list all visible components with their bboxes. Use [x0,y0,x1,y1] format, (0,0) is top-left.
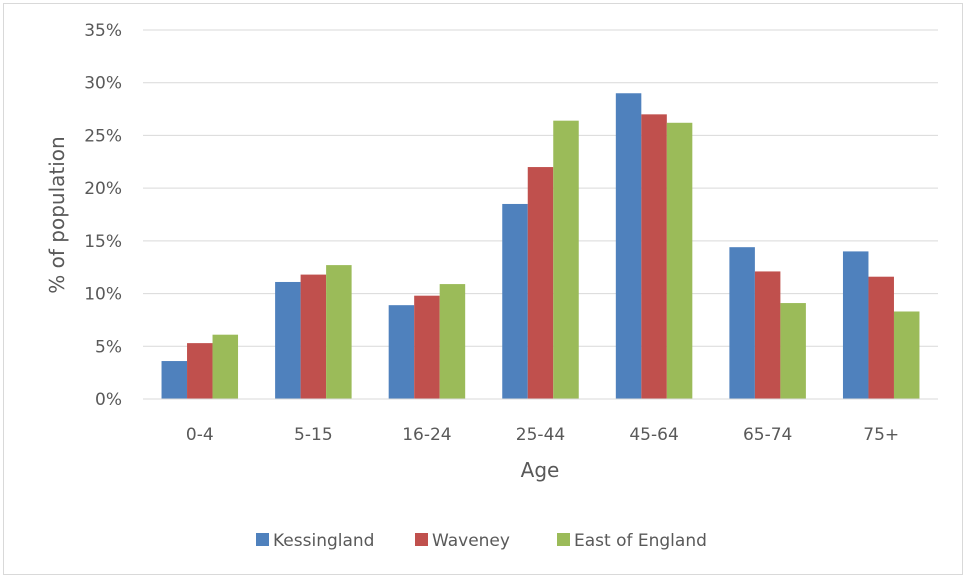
bar [729,247,755,399]
x-tick-label: 75+ [863,425,899,445]
bar [842,251,869,399]
legend-label: Kessingland [273,531,374,551]
bar [553,120,579,399]
y-tick-label: 25% [84,126,122,146]
x-tick-label: 16-24 [402,425,451,445]
bar [615,93,642,399]
legend-label: Waveney [432,531,510,551]
bar [893,311,920,399]
bar [666,122,693,399]
bar [754,271,781,399]
y-tick-label: 10% [84,285,122,305]
bar [300,274,327,399]
x-tick-label: 0-4 [186,425,214,445]
bar [212,334,239,399]
legend-swatch [557,533,570,546]
y-tick-label: 20% [84,179,122,199]
y-tick-label: 35% [84,21,122,41]
legend: Kessingland Waveney East of England [256,531,707,551]
legend-label: East of England [574,531,707,551]
y-tick-label: 30% [84,74,122,94]
bar [868,276,894,399]
bar [161,361,188,399]
bar [275,281,301,399]
x-tick-label: 5-15 [294,425,333,445]
bar [187,343,213,399]
y-tick-label: 5% [95,337,122,357]
bar [388,305,415,399]
x-tick-label: 25-44 [516,425,565,445]
x-tick-label: 45-64 [629,425,678,445]
y-tick-labels: 0% 5% 10% 15% 20% 25% 30% 35% [84,21,122,410]
bar [780,303,806,399]
chart-frame [3,3,963,575]
bar [326,265,352,399]
y-axis-title: % of population [45,136,69,293]
x-tick-labels: 0-4 5-15 16-24 25-44 45-64 65-74 75+ [186,425,899,445]
bars [161,93,920,399]
y-tick-label: 0% [95,390,122,410]
legend-swatch [415,533,428,546]
legend-swatch [256,533,269,546]
bar [527,167,554,399]
x-tick-label: 65-74 [743,425,792,445]
bar [414,295,440,399]
x-axis-title: Age [521,458,560,482]
y-tick-label: 15% [84,232,122,252]
bar [439,284,466,399]
bar [502,203,528,399]
bar [641,114,667,399]
